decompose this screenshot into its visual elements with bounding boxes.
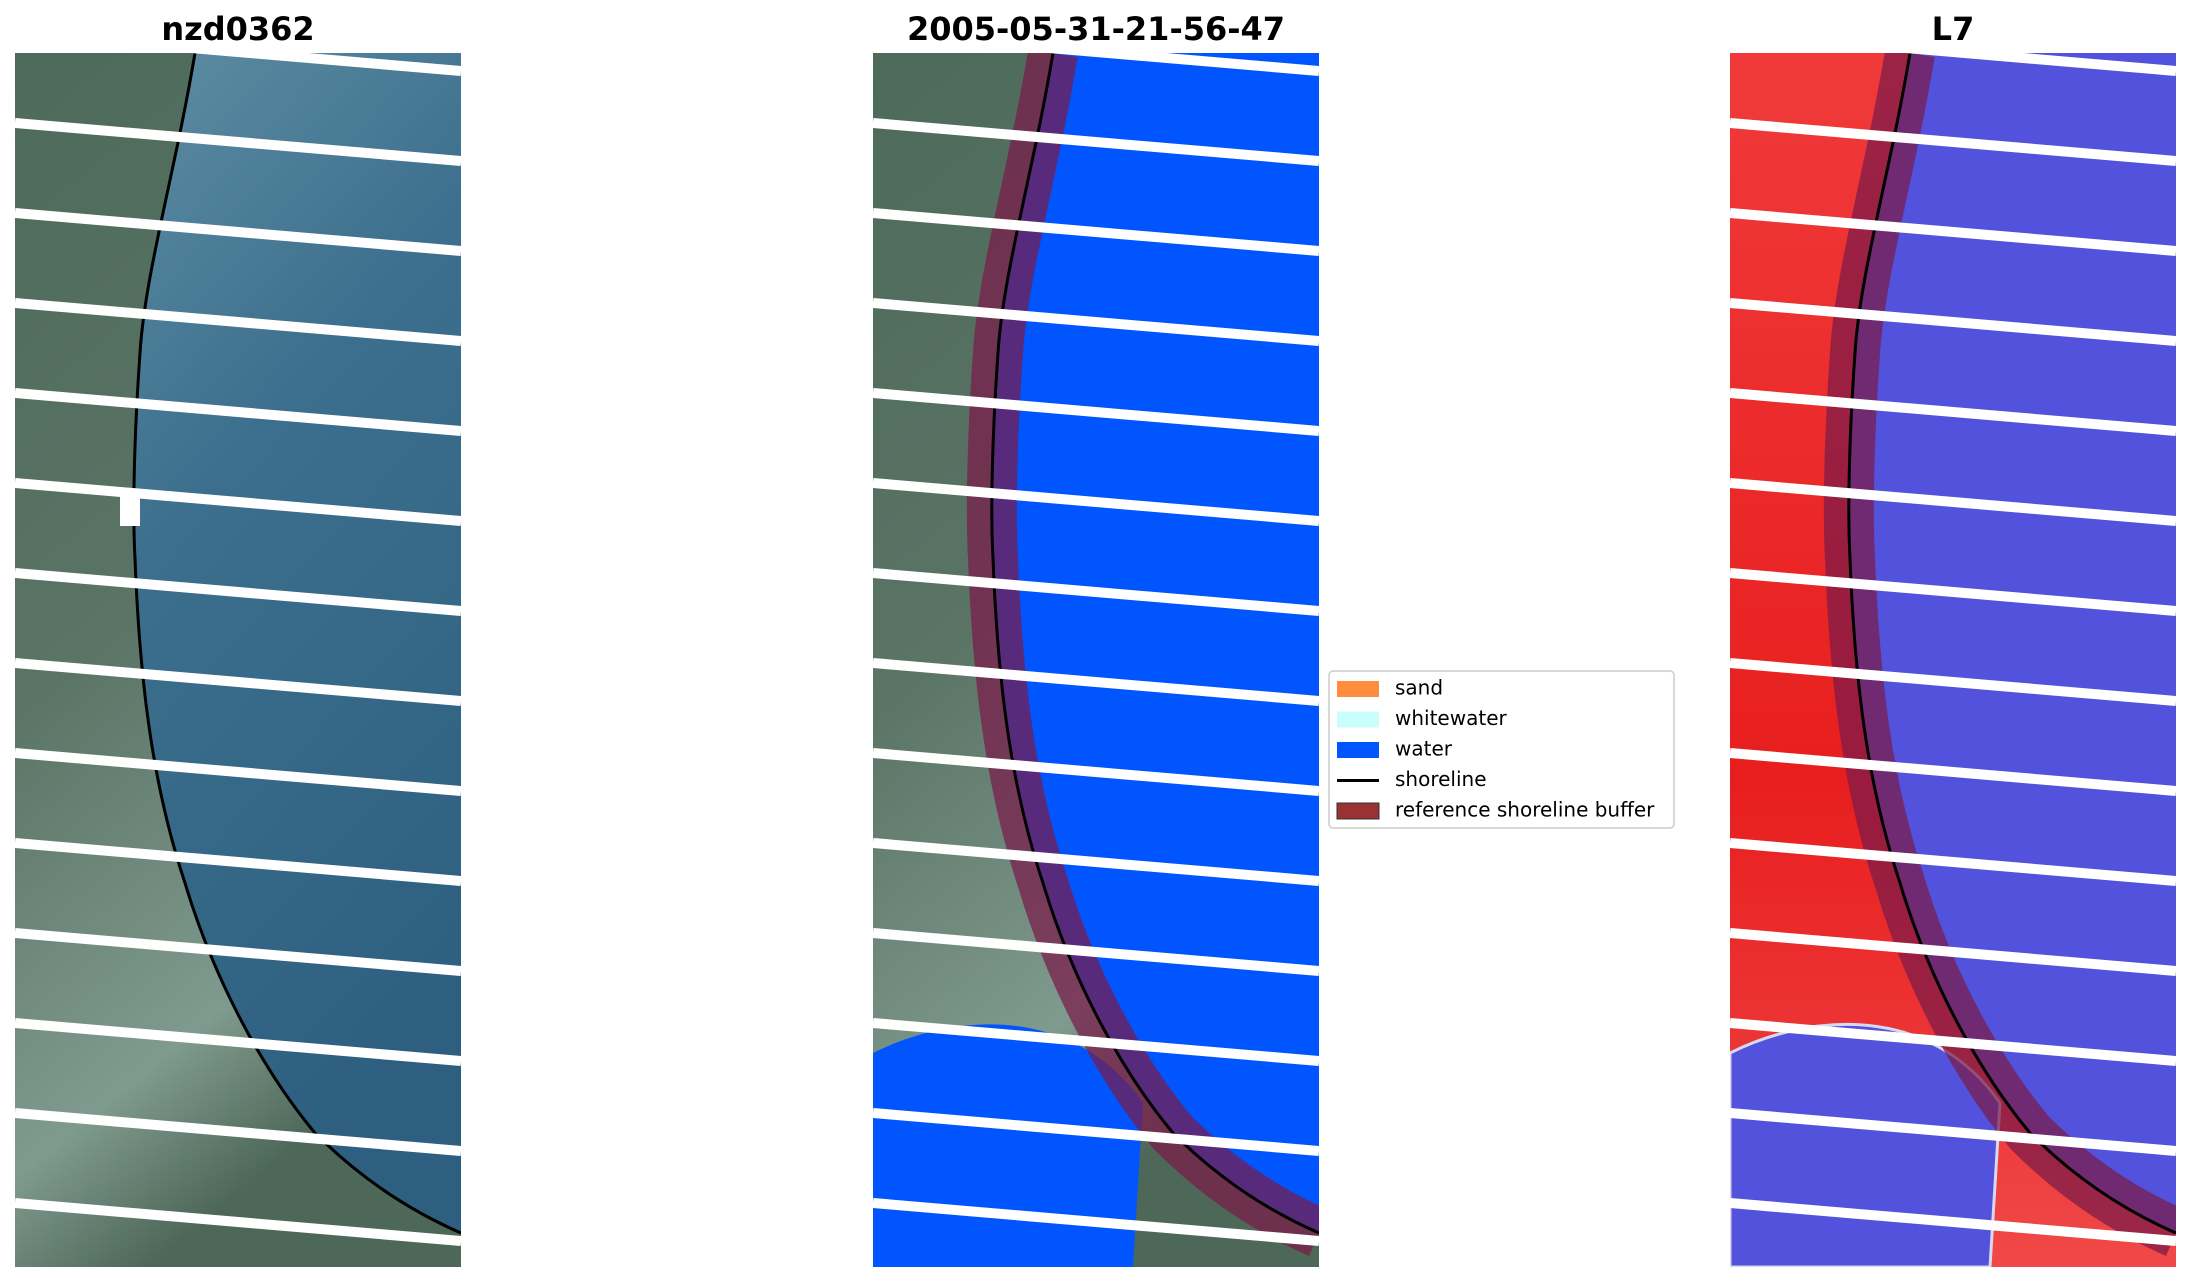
scan-gap [1730,298,2176,346]
panel-title: nzd0362 [161,10,314,48]
legend-label: sand [1395,676,1443,700]
scan-gap [1730,388,2176,436]
legend-patch [1337,711,1379,728]
scan-gap [1730,478,2176,526]
scan-gap [873,838,1319,886]
scan-gap [873,928,1319,976]
scan-gap [873,208,1319,256]
scan-gap [1730,748,2176,796]
image-panel [873,53,1319,1267]
scan-gap [1730,1018,2176,1066]
scan-gap [873,1018,1319,1066]
scan-gap [873,568,1319,616]
scan-gap [1730,838,2176,886]
shoreline [1847,53,2176,1235]
scan-gap [15,298,461,346]
scan-gap [1730,1198,2176,1246]
scan-gap [15,838,461,886]
panel-title: L7 [1932,10,1975,48]
scan-gap [873,1198,1319,1246]
scan-gap [15,568,461,616]
scan-gap [873,388,1319,436]
legend-label: reference shoreline buffer [1395,798,1655,822]
scan-gap [873,1108,1319,1156]
scan-gap [190,53,461,76]
scan-gap [1730,928,2176,976]
scan-gap [1730,1108,2176,1156]
legend-label: water [1395,737,1453,761]
scan-gap [1730,118,2176,166]
nodata [120,496,140,526]
legend-label: whitewater [1395,706,1507,730]
shoreline [990,53,1319,1235]
scan-gap [1730,208,2176,256]
legend-label: shoreline [1395,767,1487,791]
shoreline [132,53,461,1235]
scan-gap [15,928,461,976]
scan-gap [15,208,461,256]
scan-gap [15,118,461,166]
legend: sand whitewater water shoreline reference sh… [1328,670,1675,829]
image-panel [1730,53,2176,1267]
legend-patch [1337,681,1379,697]
panel-title: 2005-05-31-21-56-47 [907,10,1285,48]
scan-gap [1905,53,2176,76]
scan-gap [1730,658,2176,706]
scan-gap [1730,568,2176,616]
scan-gap [15,658,461,706]
scan-gap [873,118,1319,166]
scan-gap [873,658,1319,706]
scan-gap [873,748,1319,796]
scan-gap [873,298,1319,346]
scan-gap [15,1018,461,1066]
legend-patch [1336,802,1380,820]
legend-box [1328,670,1675,829]
scan-gap [15,388,461,436]
scan-gap [15,478,461,526]
image-panel [15,53,461,1267]
scan-gap [15,1108,461,1156]
sea [133,53,461,1233]
scan-gap [15,1198,461,1246]
scan-gap [873,478,1319,526]
land [15,53,461,1267]
scan-gap [15,748,461,796]
scan-gap [1048,53,1319,76]
legend-patch [1337,742,1379,758]
